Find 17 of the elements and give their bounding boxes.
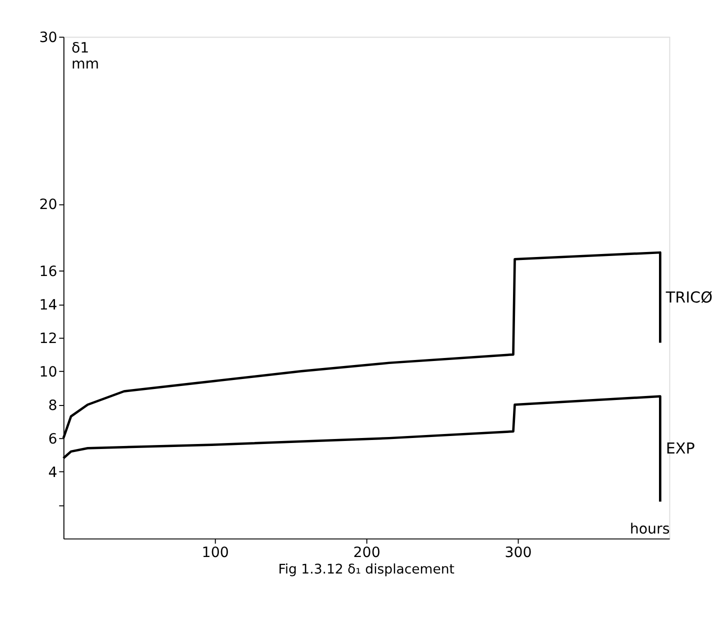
y-tick-label: 30: [39, 30, 58, 46]
x-axis-title: hours: [630, 521, 670, 538]
y-axis-title: δ1 mm: [71, 40, 100, 72]
y-tick-label: 16: [39, 264, 58, 280]
y-tick-label: 8: [48, 398, 58, 414]
x-tick-label: 200: [353, 544, 380, 561]
x-tick-label: 100: [202, 544, 229, 561]
y-tick-label: 20: [39, 197, 58, 214]
text: Fig 1.3.12 δ₁ displacement: [278, 562, 454, 578]
y-tick-label: 14: [39, 298, 58, 314]
x-tick-label: 300: [504, 544, 532, 561]
series-label: EXP: [666, 440, 695, 458]
series-label: TRICØ: [664, 288, 713, 306]
y-tick-label: 10: [39, 364, 58, 380]
y-tick-label: 6: [48, 431, 58, 448]
y-tick-label: 12: [39, 330, 58, 347]
y-tick-label: 4: [48, 464, 58, 481]
